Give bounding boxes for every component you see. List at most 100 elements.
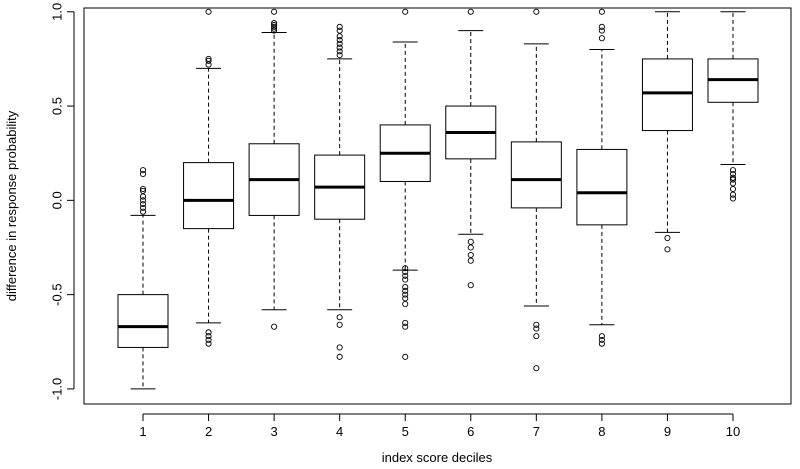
x-tick-label: 10 xyxy=(726,424,740,439)
outlier-point xyxy=(139,201,147,208)
iqr-box xyxy=(510,141,562,209)
outlier-point xyxy=(336,353,343,360)
iqr-box xyxy=(117,294,169,348)
x-tick-label: 6 xyxy=(467,424,474,439)
box-group-6 xyxy=(445,8,497,289)
box-group-10 xyxy=(707,11,759,202)
outlier-point xyxy=(729,167,737,174)
y-tick-label: 0.0 xyxy=(49,191,64,209)
outlier-point xyxy=(139,187,147,194)
box-group-8 xyxy=(576,8,628,347)
outlier-point xyxy=(271,8,278,15)
box-group-1 xyxy=(117,167,169,390)
iqr-box xyxy=(183,162,235,230)
outlier-point xyxy=(402,323,409,330)
outlier-point xyxy=(729,180,737,187)
outlier-point xyxy=(402,268,409,276)
outlier-point xyxy=(533,321,540,328)
outlier-point xyxy=(205,329,212,336)
outlier-point xyxy=(336,33,343,40)
outlier-point xyxy=(336,344,343,351)
outlier-point xyxy=(336,44,343,51)
outlier-point xyxy=(139,197,147,204)
outlier-point xyxy=(402,295,409,302)
outlier-point xyxy=(533,333,540,340)
outlier-point xyxy=(467,244,474,251)
outlier-point xyxy=(139,208,147,215)
outlier-point xyxy=(598,23,605,30)
outlier-point xyxy=(664,246,671,253)
y-tick-label: 1.0 xyxy=(49,3,64,21)
outlier-point xyxy=(336,48,343,55)
plot-frame xyxy=(83,7,792,405)
outlier-point xyxy=(336,27,343,34)
x-tick-label: 7 xyxy=(533,424,540,439)
x-tick-label: 4 xyxy=(336,424,343,439)
outlier-point xyxy=(205,57,212,64)
y-tick-label: -0.5 xyxy=(49,283,64,305)
outlier-point xyxy=(729,195,737,202)
outlier-point xyxy=(271,27,278,34)
outlier-point xyxy=(598,340,605,347)
x-tick-label: 9 xyxy=(664,424,671,439)
outlier-point xyxy=(205,340,212,347)
outlier-point xyxy=(336,23,343,30)
outlier-point xyxy=(139,185,147,193)
outlier-point xyxy=(205,333,212,340)
outlier-point xyxy=(467,257,474,264)
outlier-point xyxy=(271,323,278,330)
outlier-point xyxy=(271,20,278,27)
box-group-7 xyxy=(510,8,562,372)
y-axis: -1.0 -0.5 0.0 0.5 1.0 xyxy=(49,3,75,400)
box-group-2 xyxy=(183,8,235,347)
outlier-point xyxy=(336,37,343,44)
outlier-point xyxy=(467,282,474,289)
outlier-point xyxy=(402,8,409,15)
outlier-point xyxy=(402,353,409,360)
outlier-point xyxy=(598,27,605,34)
outlier-point xyxy=(402,287,409,294)
boxes-layer xyxy=(117,8,759,390)
outlier-point xyxy=(729,174,737,181)
outlier-point xyxy=(139,193,147,200)
outlier-point xyxy=(205,8,212,15)
outlier-point xyxy=(729,191,737,198)
x-tick-label: 8 xyxy=(598,424,605,439)
outlier-point xyxy=(402,301,409,308)
outlier-point xyxy=(139,167,147,174)
outlier-point xyxy=(336,52,343,59)
outlier-point xyxy=(139,170,147,177)
outlier-point xyxy=(336,321,343,328)
box-group-3 xyxy=(248,8,300,330)
outlier-point xyxy=(402,284,409,291)
outlier-point xyxy=(205,61,212,68)
outlier-point xyxy=(205,336,212,343)
box-group-5 xyxy=(379,8,431,360)
y-axis-label: difference in response probability xyxy=(4,110,19,301)
x-tick-label: 3 xyxy=(270,424,277,439)
iqr-box xyxy=(641,58,693,132)
outlier-point xyxy=(533,325,540,332)
outlier-point xyxy=(402,272,409,279)
outlier-point xyxy=(139,204,147,211)
outlier-point xyxy=(729,176,737,183)
x-axis-label: index score deciles xyxy=(382,450,493,465)
outlier-point xyxy=(402,265,409,272)
outlier-point xyxy=(467,251,474,259)
outlier-point xyxy=(467,8,474,15)
outlier-point xyxy=(598,336,605,343)
outlier-point xyxy=(598,8,605,15)
outlier-point xyxy=(205,55,212,62)
outlier-point xyxy=(664,235,671,242)
x-tick-label: 2 xyxy=(205,424,212,439)
outlier-point xyxy=(271,21,278,29)
outlier-point xyxy=(598,333,605,340)
y-tick-label: -1.0 xyxy=(49,378,64,400)
outlier-point xyxy=(467,238,474,245)
outlier-point xyxy=(402,319,409,326)
x-tick-label: 5 xyxy=(402,424,409,439)
outlier-point xyxy=(336,314,343,321)
outlier-point xyxy=(533,8,540,15)
outlier-point xyxy=(271,23,278,30)
